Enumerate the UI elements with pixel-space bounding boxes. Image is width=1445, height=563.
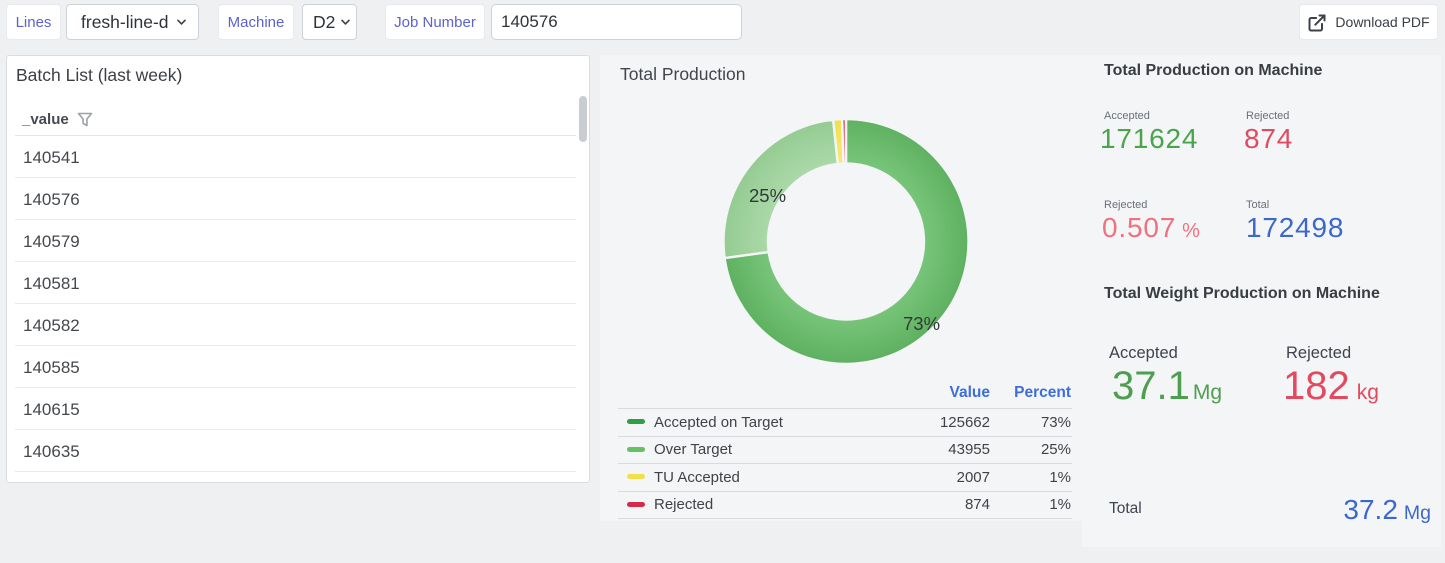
svg-text:73%: 73% bbox=[903, 313, 940, 334]
svg-text:25%: 25% bbox=[749, 185, 786, 206]
